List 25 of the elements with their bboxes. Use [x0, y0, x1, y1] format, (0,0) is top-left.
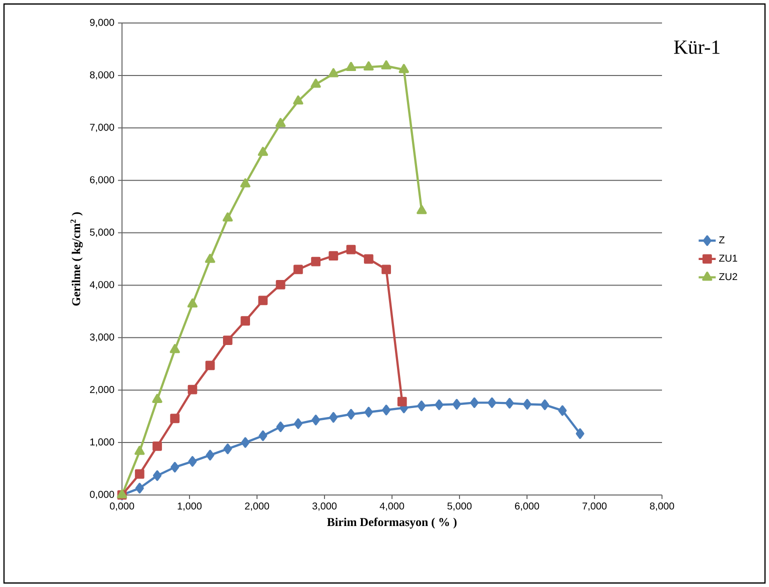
x-tick-label: 4,000	[380, 502, 404, 511]
legend-label: ZU2	[719, 273, 738, 280]
y-tick-label: 7,000	[90, 124, 114, 132]
y-tick-label: 1,000	[90, 438, 114, 447]
y-axis-title: Gerilme ( kg/cm$^{2}$ )	[70, 212, 83, 306]
text: Kür-1	[674, 40, 720, 54]
x-tick-label: 5,000	[447, 502, 472, 511]
x-axis-title: Birim Deformasyon ( % )	[327, 518, 457, 529]
y-tick-label: 4,000	[90, 281, 114, 290]
x-tick-label: 6,000	[515, 502, 540, 511]
y-tick-label: 9,000	[90, 18, 114, 28]
x-tick-label: 7,000	[582, 502, 607, 511]
x-tick-label: 3,000	[312, 502, 337, 511]
y-tick-label: 8,000	[90, 71, 114, 80]
y-tick-label: 6,000	[90, 176, 114, 184]
y-tick-label: 5,000	[90, 228, 114, 237]
x-tick-label: 8,000	[650, 502, 674, 511]
x-tick-label: 2,000	[245, 502, 270, 511]
y-tick-label: 0,000	[90, 490, 114, 500]
x-tick-label: 1,000	[178, 502, 202, 511]
x-tick-label: 0,000	[110, 502, 134, 511]
legend-label: ZU1	[719, 254, 738, 262]
y-tick-label: 2,000	[90, 386, 114, 394]
y-tick-label: 3,000	[90, 334, 114, 342]
legend-label: Z	[719, 236, 725, 244]
